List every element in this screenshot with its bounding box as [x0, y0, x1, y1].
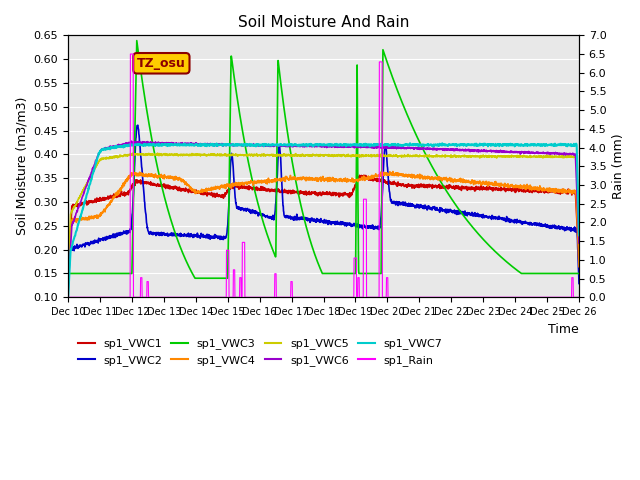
Line: sp1_VWC5: sp1_VWC5 [68, 153, 579, 281]
sp1_VWC4 [467, 180, 474, 186]
sp1_Rain [300, 294, 307, 300]
sp1_Rain [575, 294, 583, 300]
sp1_VWC6 [300, 142, 307, 148]
sp1_VWC4 [389, 168, 397, 174]
sp1_Rain [64, 294, 72, 300]
sp1_Rain [560, 294, 568, 300]
sp1_VWC1 [360, 172, 367, 178]
Title: Soil Moisture And Rain: Soil Moisture And Rain [238, 15, 409, 30]
sp1_VWC1 [561, 189, 568, 194]
Line: sp1_VWC1: sp1_VWC1 [68, 175, 579, 275]
sp1_VWC5 [561, 155, 568, 160]
sp1_VWC7 [406, 140, 414, 146]
Line: sp1_VWC7: sp1_VWC7 [68, 143, 579, 300]
sp1_VWC1 [560, 190, 568, 195]
sp1_VWC7 [90, 168, 98, 173]
sp1_VWC4 [561, 188, 568, 194]
sp1_VWC3 [575, 271, 583, 276]
sp1_VWC2 [90, 240, 98, 246]
sp1_VWC7 [575, 232, 583, 238]
sp1_VWC7 [561, 142, 568, 147]
Text: TZ_osu: TZ_osu [137, 57, 186, 70]
X-axis label: Time: Time [548, 323, 579, 336]
sp1_Rain [467, 294, 474, 300]
sp1_Rain [313, 294, 321, 300]
sp1_VWC3 [191, 276, 199, 281]
sp1_VWC2 [467, 211, 474, 217]
sp1_VWC6 [90, 163, 98, 168]
sp1_VWC4 [299, 175, 307, 180]
sp1_VWC2 [300, 216, 307, 222]
sp1_VWC6 [575, 240, 583, 246]
sp1_VWC2 [134, 122, 141, 128]
sp1_VWC1 [90, 198, 98, 204]
sp1_VWC7 [64, 298, 72, 303]
sp1_Rain [90, 294, 98, 300]
sp1_VWC1 [312, 190, 320, 195]
sp1_VWC6 [560, 150, 568, 156]
Line: sp1_VWC2: sp1_VWC2 [68, 125, 579, 295]
sp1_Rain [561, 294, 568, 300]
sp1_VWC2 [561, 226, 568, 232]
sp1_VWC1 [575, 262, 583, 267]
sp1_VWC2 [64, 292, 72, 298]
sp1_VWC2 [560, 224, 568, 230]
sp1_VWC4 [90, 213, 98, 219]
sp1_VWC2 [575, 281, 583, 287]
sp1_VWC3 [133, 38, 141, 44]
sp1_VWC1 [299, 190, 307, 196]
sp1_VWC7 [312, 141, 320, 147]
sp1_VWC6 [561, 150, 568, 156]
sp1_VWC6 [467, 148, 474, 154]
Y-axis label: Soil Moisture (m3/m3): Soil Moisture (m3/m3) [15, 97, 28, 236]
Legend: sp1_VWC1, sp1_VWC2, sp1_VWC3, sp1_VWC4, sp1_VWC5, sp1_VWC6, sp1_VWC7, sp1_Rain: sp1_VWC1, sp1_VWC2, sp1_VWC3, sp1_VWC4, … [74, 334, 447, 370]
sp1_VWC5 [129, 150, 136, 156]
sp1_VWC3 [313, 258, 321, 264]
sp1_VWC5 [313, 152, 321, 158]
sp1_VWC4 [560, 187, 568, 193]
sp1_VWC3 [300, 213, 307, 219]
sp1_VWC2 [313, 216, 321, 221]
sp1_VWC6 [313, 143, 321, 148]
Line: sp1_VWC4: sp1_VWC4 [68, 171, 579, 281]
sp1_VWC4 [575, 264, 583, 270]
sp1_VWC3 [64, 271, 72, 276]
Line: sp1_VWC6: sp1_VWC6 [68, 141, 579, 288]
sp1_VWC6 [127, 138, 135, 144]
sp1_VWC3 [561, 271, 568, 276]
sp1_VWC7 [467, 142, 474, 147]
sp1_VWC5 [64, 278, 72, 284]
sp1_VWC5 [90, 168, 98, 173]
sp1_VWC4 [312, 177, 320, 183]
sp1_VWC7 [299, 142, 307, 148]
sp1_VWC3 [561, 271, 568, 276]
Line: sp1_Rain: sp1_Rain [68, 54, 579, 297]
sp1_VWC5 [300, 152, 307, 158]
Line: sp1_VWC3: sp1_VWC3 [68, 41, 579, 278]
sp1_VWC5 [467, 154, 474, 160]
Y-axis label: Rain (mm): Rain (mm) [612, 133, 625, 199]
sp1_VWC6 [64, 285, 72, 290]
sp1_VWC1 [467, 185, 474, 191]
sp1_VWC7 [560, 142, 568, 147]
sp1_VWC5 [575, 238, 583, 243]
sp1_VWC3 [467, 222, 475, 228]
sp1_Rain [127, 51, 134, 57]
sp1_VWC1 [64, 272, 72, 278]
sp1_VWC5 [560, 154, 568, 159]
sp1_VWC4 [64, 278, 72, 284]
sp1_VWC3 [90, 271, 98, 276]
